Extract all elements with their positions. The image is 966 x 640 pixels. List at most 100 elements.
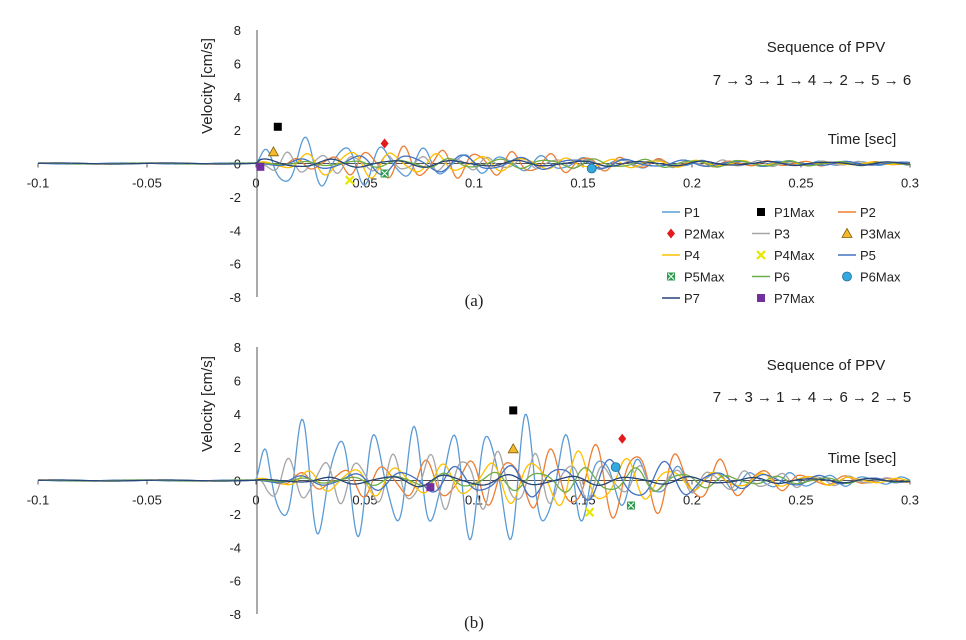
- y-tick-label: -8: [229, 290, 241, 305]
- y-tick-label: 4: [234, 90, 241, 105]
- sequence-order-b: 7 → 3 → 1 → 4 → 6 → 2 → 5: [713, 389, 911, 406]
- sequence-title-b: Sequence of PPV: [767, 357, 885, 374]
- series-line-p7: [37, 474, 910, 488]
- chart-panel-b: Sequence of PPV 7 → 3 → 1 → 4 → 6 → 2 → …: [27, 340, 919, 632]
- legend-label: P5Max: [684, 270, 725, 285]
- legend-label: P6Max: [860, 270, 901, 285]
- legend-label: P4: [684, 248, 700, 263]
- marker-p1max: [509, 406, 518, 415]
- panel-label-b: (b): [464, 613, 484, 632]
- y-tick-label: 6: [234, 373, 241, 388]
- x-tick-label: -0.05: [132, 176, 162, 191]
- marker-p4max: [344, 175, 355, 185]
- x-tick-label: 0.2: [683, 493, 701, 508]
- legend-label: P7Max: [774, 291, 815, 306]
- marker-p1max: [273, 122, 282, 131]
- legend-label: P2: [860, 205, 876, 220]
- y-tick-label: 2: [234, 440, 241, 455]
- legend-swatch: [667, 228, 675, 239]
- x-tick-label: -0.1: [27, 493, 49, 508]
- marker-p6max: [610, 462, 621, 473]
- legend-label: P5: [860, 248, 876, 263]
- legend-swatch: [842, 271, 852, 282]
- legend-a: P1 P1Max P2 P2Max P3 P3Max P4 P4Max P5 P5Max P6 P6M…: [662, 205, 901, 306]
- y-axis-title-b: Velocity [cm/s]: [199, 356, 216, 452]
- x-tick-label: 0.1: [465, 176, 483, 191]
- marker-p4max: [584, 507, 595, 517]
- marker-p7max: [256, 162, 265, 171]
- x-axis-title-a: Time [sec]: [828, 131, 897, 148]
- marker-p6max: [586, 163, 597, 174]
- y-tick-label: 2: [234, 123, 241, 138]
- y-tick-label: 8: [234, 340, 241, 355]
- y-tick-label: -4: [229, 540, 241, 555]
- chart-panel-a: Sequence of PPV 7 → 3 → 1 → 4 → 2 → 5 → …: [27, 23, 919, 310]
- x-tick-label: 0: [252, 493, 259, 508]
- legend-label: P7: [684, 291, 700, 306]
- x-tick-label: 0: [252, 176, 259, 191]
- legend-label: P3Max: [860, 227, 901, 242]
- legend-swatch: [756, 250, 766, 260]
- legend-item-p3max: P3Max: [841, 227, 901, 242]
- legend-label: P2Max: [684, 227, 725, 242]
- y-tick-label: -2: [229, 507, 241, 522]
- y-tick-label: -4: [229, 223, 241, 238]
- series-lines-b: [37, 413, 911, 541]
- y-tick-label: -6: [229, 257, 241, 272]
- y-tick-label: -8: [229, 607, 241, 622]
- x-tick-label: 0.25: [788, 176, 813, 191]
- sequence-title-a: Sequence of PPV: [767, 39, 885, 56]
- y-tick-label: -6: [229, 574, 241, 589]
- legend-item-p2max: P2Max: [667, 227, 725, 242]
- series-lines-a: [37, 136, 911, 187]
- legend-swatch: [757, 208, 765, 216]
- marker-p5max: [380, 169, 389, 178]
- max-markers-a: [256, 122, 597, 185]
- x-tick-label: 0.15: [570, 493, 595, 508]
- marker-p2max: [618, 433, 627, 444]
- legend-item-p4: P4: [662, 248, 700, 263]
- legend-item-p7max: P7Max: [757, 291, 815, 306]
- legend-label: P3: [774, 227, 790, 242]
- x-tick-label: 0.15: [570, 176, 595, 191]
- y-tick-label: 6: [234, 56, 241, 71]
- legend-label: P4Max: [774, 248, 815, 263]
- marker-p3max: [507, 442, 519, 454]
- legend-item-p6max: P6Max: [842, 270, 901, 285]
- max-markers-b: [426, 406, 635, 517]
- y-tick-label: -2: [229, 190, 241, 205]
- legend-item-p5max: P5Max: [667, 270, 725, 285]
- legend-item-p2: P2: [838, 205, 876, 220]
- x-tick-label: 0.3: [901, 493, 919, 508]
- x-tick-label: -0.05: [132, 493, 162, 508]
- marker-p5max: [626, 501, 635, 510]
- marker-p3max: [267, 145, 280, 157]
- legend-swatch: [667, 272, 675, 281]
- legend-item-p7: P7: [662, 291, 700, 306]
- legend-item-p3: P3: [752, 227, 790, 242]
- y-tick-label: 4: [234, 407, 241, 422]
- x-tick-label: 0.05: [352, 493, 377, 508]
- x-tick-label: 0.05: [352, 176, 377, 191]
- legend-swatch: [757, 294, 765, 302]
- sequence-order-a: 7 → 3 → 1 → 4 → 2 → 5 → 6: [713, 72, 911, 89]
- x-tick-label: -0.1: [27, 176, 49, 191]
- panel-label-a: (a): [465, 291, 484, 310]
- legend-item-p1max: P1Max: [757, 205, 815, 220]
- legend-item-p4max: P4Max: [756, 248, 815, 263]
- x-tick-label: 0.25: [788, 493, 813, 508]
- marker-p2max: [380, 138, 389, 149]
- y-axis-title-a: Velocity [cm/s]: [199, 38, 216, 134]
- legend-label: P1Max: [774, 205, 815, 220]
- series-line-p7: [38, 158, 911, 168]
- x-tick-label: 0.2: [683, 176, 701, 191]
- x-ticks-a: -0.1 -0.05 0 0.05 0.1 0.15 0.2 0.25 0.3: [27, 163, 919, 191]
- legend-item-p5: P5: [838, 248, 876, 263]
- x-axis-title-b: Time [sec]: [828, 450, 897, 467]
- y-tick-label: 8: [234, 23, 241, 38]
- legend-label: P6: [774, 270, 790, 285]
- legend-item-p1: P1: [662, 205, 700, 220]
- legend-item-p6: P6: [752, 270, 790, 285]
- legend-swatch: [841, 227, 853, 238]
